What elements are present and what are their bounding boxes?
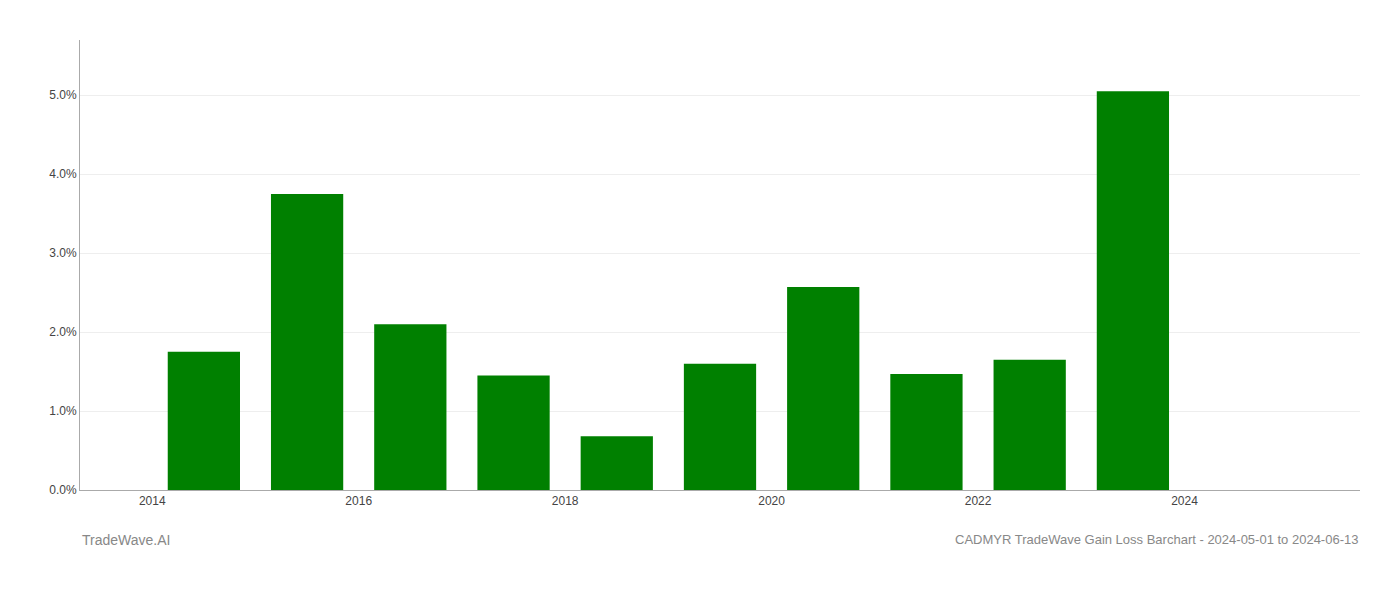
svg-text:3.0%: 3.0% [49, 246, 77, 260]
svg-text:2016: 2016 [345, 494, 372, 508]
svg-text:TradeWave.AI: TradeWave.AI [82, 532, 170, 548]
svg-text:1.0%: 1.0% [49, 404, 77, 418]
svg-text:2022: 2022 [965, 494, 992, 508]
svg-text:2.0%: 2.0% [49, 325, 77, 339]
svg-text:0.0%: 0.0% [49, 483, 77, 497]
svg-text:2020: 2020 [758, 494, 785, 508]
svg-text:CADMYR TradeWave Gain Loss Bar: CADMYR TradeWave Gain Loss Barchart - 20… [955, 532, 1358, 547]
svg-text:4.0%: 4.0% [49, 167, 77, 181]
svg-text:5.0%: 5.0% [49, 88, 77, 102]
svg-text:2024: 2024 [1171, 494, 1198, 508]
svg-text:2018: 2018 [552, 494, 579, 508]
svg-text:2014: 2014 [139, 494, 166, 508]
